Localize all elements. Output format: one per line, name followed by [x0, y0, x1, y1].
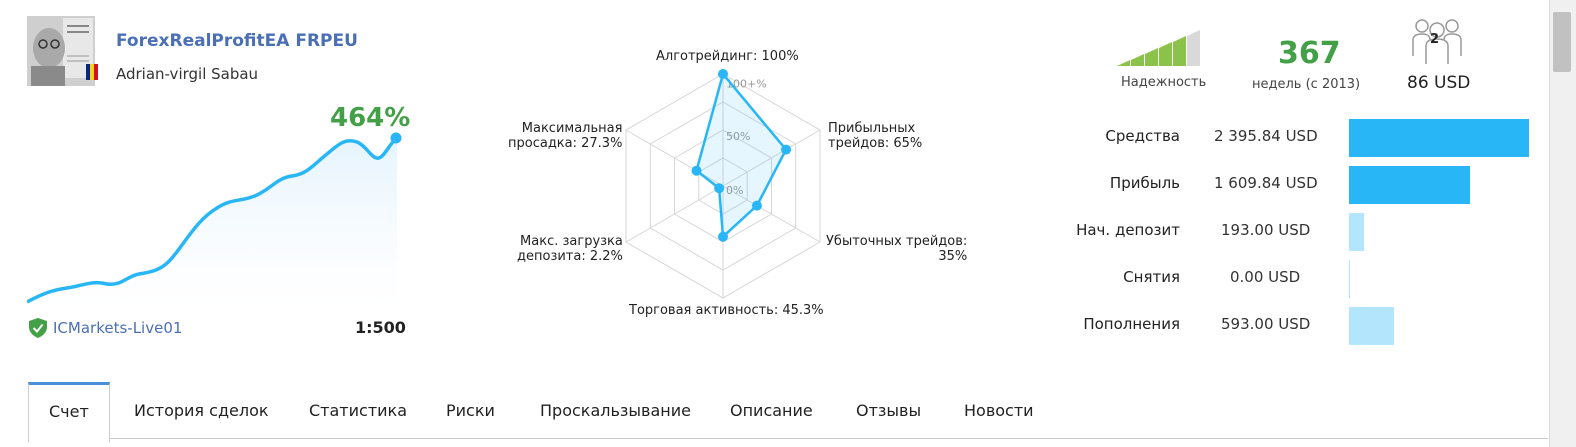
finance-bar [1349, 119, 1529, 157]
subscription-price: 86 USD [1407, 73, 1471, 93]
weeks-label: недель (с 2013) [1252, 77, 1361, 92]
radar-label-drawdown: Максимальная просадка: 27.3% [508, 121, 623, 151]
radar-point-4 [714, 183, 725, 194]
broker-server-link[interactable]: ICMarkets-Live01 [53, 319, 183, 337]
radar-label-profit-trades: Прибыльных трейдов: 65% [828, 121, 923, 151]
radar-scale-min: 0% [726, 184, 743, 197]
radar-point-3 [718, 231, 728, 242]
reliability-bar-2 [1145, 48, 1158, 66]
author-name[interactable]: Adrian-virgil Sabau [116, 65, 259, 83]
country-flag-icon [86, 64, 98, 80]
finance-value: 0.00 USD [1230, 268, 1301, 286]
reliability-bar-0 [1117, 60, 1130, 66]
radar-chart: 100+% 50% 0% [625, 69, 821, 299]
signal-name-link[interactable]: ForexRealProfitEA FRPEU [116, 31, 358, 51]
finance-bar [1349, 166, 1470, 204]
growth-value: 464% [330, 103, 411, 133]
tab-4[interactable]: Проскальзывание [540, 401, 691, 420]
reliability-label: Надежность [1121, 75, 1207, 90]
finance-bar [1349, 213, 1364, 251]
tab-bar: Счет История сделок Статистика Риски Проскал… [28, 382, 1548, 443]
radar-point-2 [751, 200, 762, 211]
tab-2[interactable]: Статистика [309, 401, 407, 420]
radar-scale-max: 100+% [726, 77, 767, 90]
weeks-count: 367 [1278, 36, 1341, 71]
leverage-value: 1:500 [355, 318, 406, 337]
tab-5[interactable]: Описание [730, 401, 813, 420]
radar-scale-mid: 50% [726, 130, 750, 143]
reliability-bar-4 [1173, 36, 1186, 66]
finance-value: 2 395.84 USD [1214, 127, 1318, 145]
radar-point-5 [691, 165, 702, 176]
finance-bar [1349, 307, 1394, 345]
tab-6[interactable]: Отзывы [856, 401, 922, 420]
reliability-bar-3 [1159, 42, 1172, 66]
finance-value: 593.00 USD [1221, 315, 1311, 333]
subscribers-icon [1412, 19, 1462, 64]
radar-label-algo: Алготрейдинг: 100% [656, 49, 799, 64]
tab-3[interactable]: Риски [446, 401, 495, 420]
author-avatar[interactable] [27, 16, 95, 86]
radar-point-0 [718, 69, 728, 79]
finance-label: Нач. депозит [1076, 221, 1180, 239]
radar-label-deposit-load: Макс. загрузка депозита: 2.2% [517, 234, 623, 264]
scrollbar-thumb[interactable] [1553, 12, 1571, 72]
reliability-bar-5 [1187, 30, 1200, 66]
reliability-bar-1 [1131, 54, 1144, 66]
subscribers-count: 2 [1430, 32, 1440, 47]
growth-chart [27, 132, 402, 310]
reliability-bars [1117, 30, 1200, 66]
radar-series [695, 71, 788, 240]
finance-label: Снятия [1123, 268, 1180, 286]
finance-label: Средства [1105, 127, 1180, 145]
tabs-divider [28, 438, 1548, 439]
finance-label: Пополнения [1083, 315, 1180, 333]
scrollbar[interactable] [1549, 0, 1576, 447]
radar-label-loss-trades: Убыточных трейдов: 35% [826, 234, 968, 264]
finance-bar [1349, 260, 1350, 298]
radar-label-activity: Торговая активность: 45.3% [629, 303, 824, 318]
radar-point-1 [781, 144, 792, 155]
tab-1[interactable]: История сделок [134, 401, 269, 420]
tab-7[interactable]: Новости [964, 401, 1034, 420]
finance-label: Прибыль [1109, 174, 1180, 192]
verified-shield-icon [29, 318, 47, 338]
finance-value: 193.00 USD [1221, 221, 1311, 239]
finance-value: 1 609.84 USD [1214, 174, 1318, 192]
tab-0[interactable]: Счет [28, 382, 110, 443]
